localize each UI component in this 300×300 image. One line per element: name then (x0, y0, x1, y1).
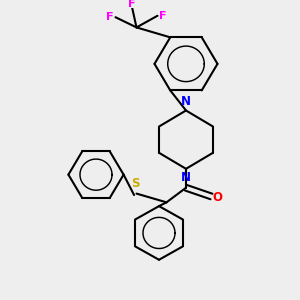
Text: O: O (212, 191, 223, 205)
Text: F: F (128, 0, 136, 9)
Text: N: N (181, 171, 191, 184)
Text: F: F (106, 12, 114, 22)
Text: S: S (131, 177, 139, 190)
Text: N: N (181, 95, 191, 108)
Text: F: F (159, 11, 167, 21)
